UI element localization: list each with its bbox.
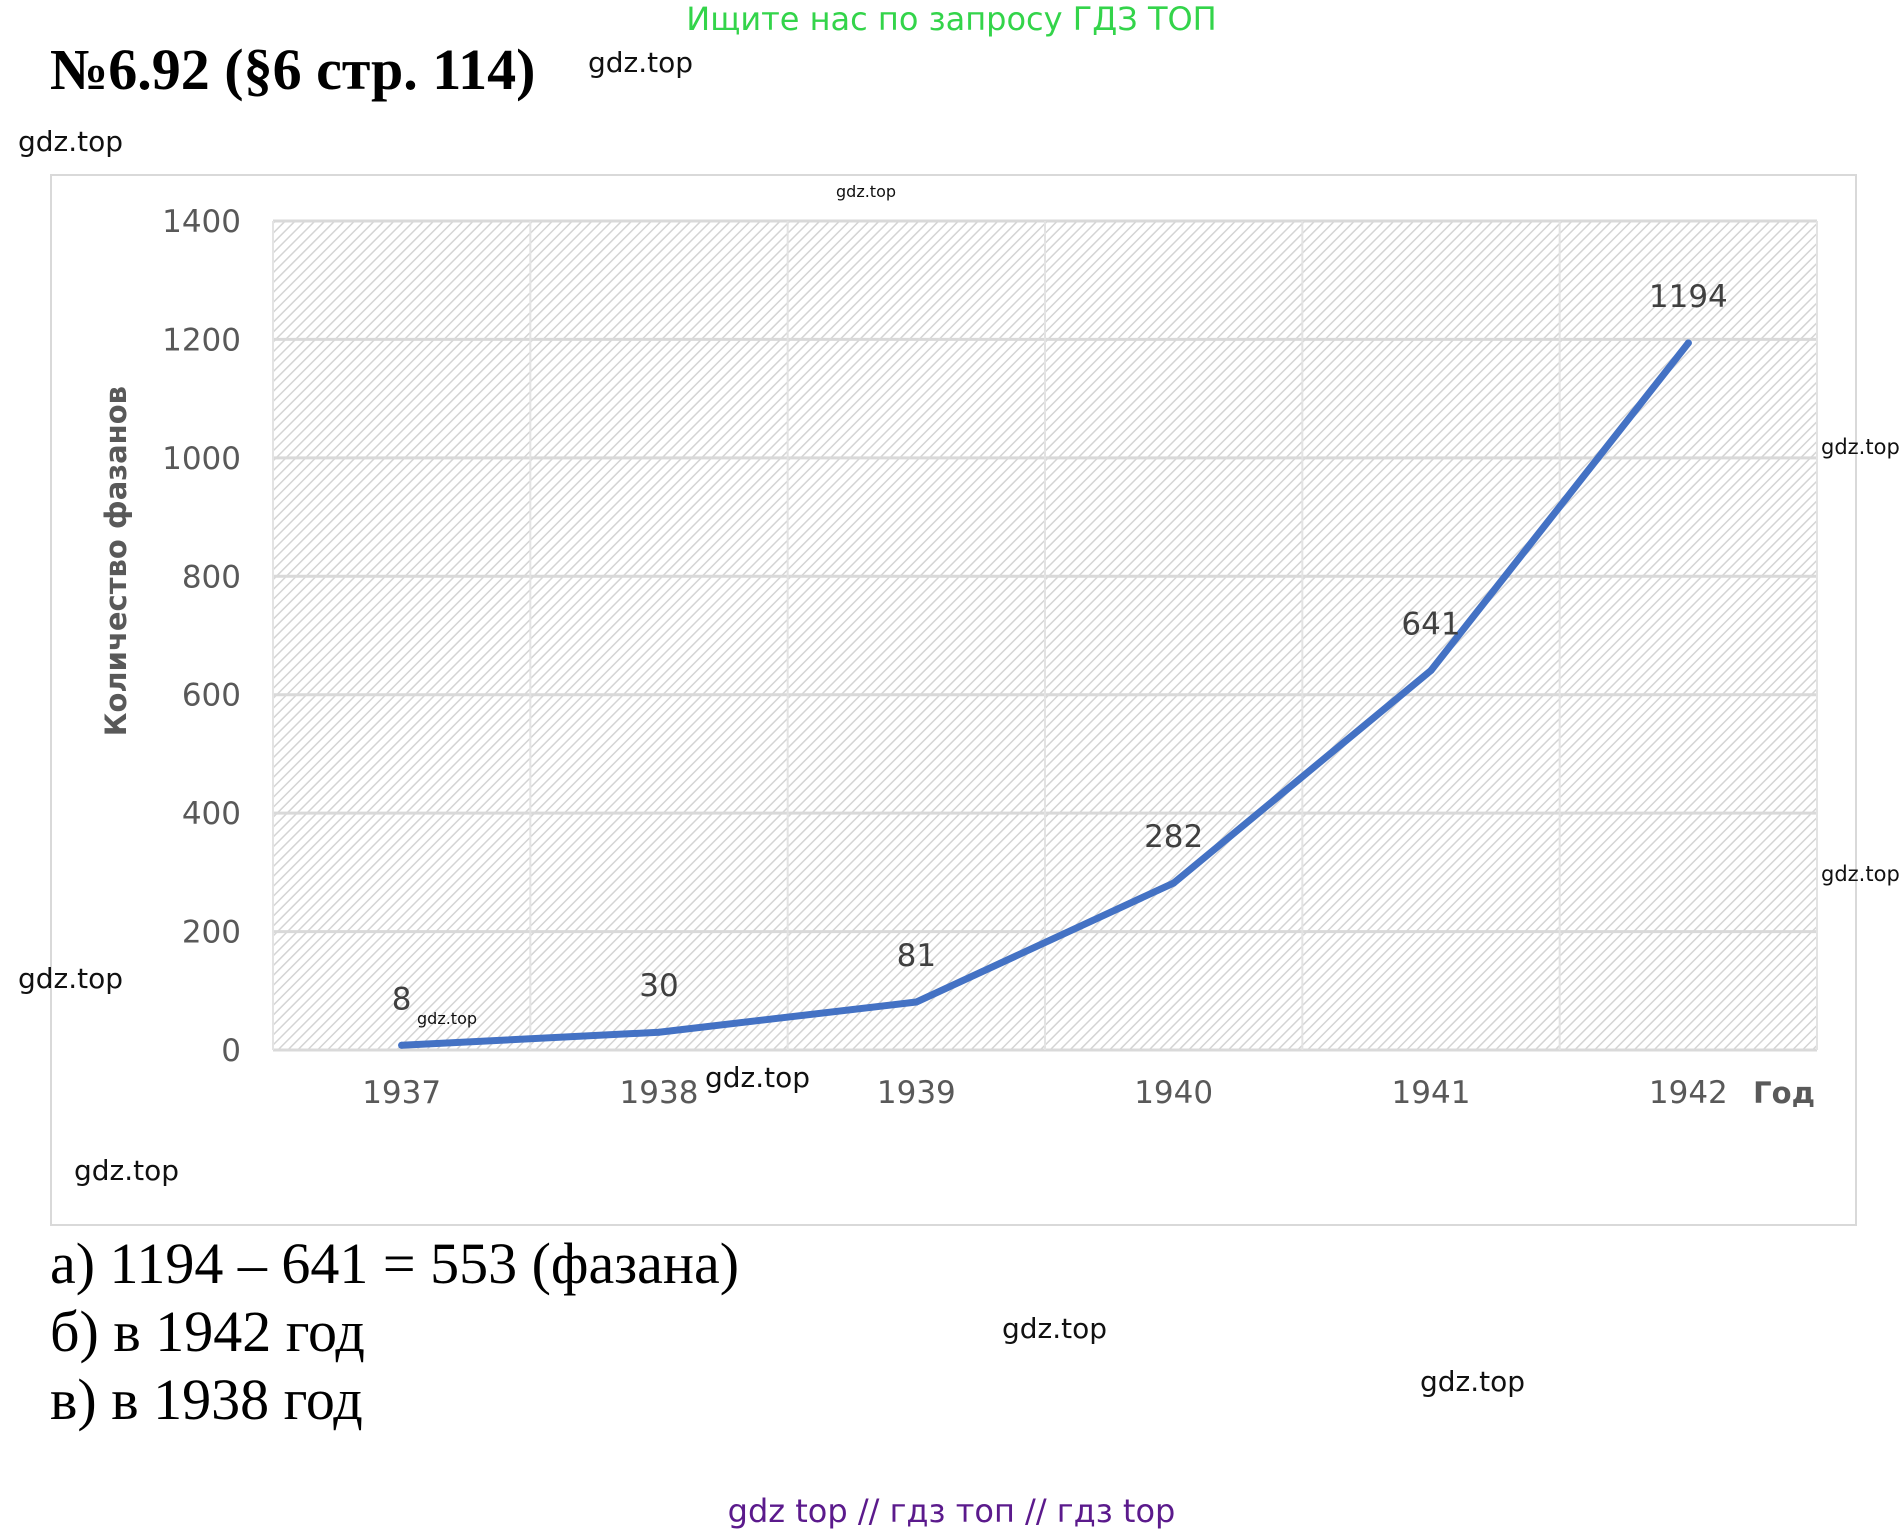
y-tick-label: 200 <box>182 915 241 951</box>
data-label: 1194 <box>1649 279 1728 315</box>
answer-a: а) 1194 – 641 = 553 (фазана) <box>50 1231 740 1296</box>
watermark: gdz.top <box>18 962 124 995</box>
data-label: 81 <box>897 938 936 974</box>
y-tick-label: 1000 <box>162 441 241 477</box>
y-tick-label: 1400 <box>162 204 241 240</box>
watermark: gdz.top <box>1420 1365 1526 1398</box>
watermark: gdz.top <box>18 125 124 158</box>
data-point <box>1170 879 1178 887</box>
watermark: gdz.top <box>588 46 694 79</box>
data-point <box>1427 666 1435 674</box>
series-line <box>398 339 1692 1049</box>
mark-layer: 1937 1938 1939 1940 1941 1942 8 30 81 282 641 1194 <box>362 279 1728 1111</box>
watermark: gdz.top <box>705 1061 811 1094</box>
watermark: gdz.top <box>1002 1312 1108 1345</box>
y-tick-label: 800 <box>182 559 241 595</box>
answer-c: в) в 1938 год <box>50 1367 363 1432</box>
data-point <box>655 1028 663 1036</box>
chart-frame: 0 200 400 600 800 1000 1200 1400 1937 1938 1939 19… <box>50 174 1857 1226</box>
data-label: 8 <box>392 981 412 1017</box>
x-tick-label: 1937 <box>362 1075 441 1111</box>
y-axis-label: Количество фазанов <box>99 386 133 736</box>
answer-b: б) в 1942 год <box>50 1299 365 1364</box>
footer-links[interactable]: gdz top // гдз топ // гдз top <box>727 1492 1176 1530</box>
data-label: 641 <box>1401 606 1460 642</box>
grid-layer: 0 200 400 600 800 1000 1200 1400 <box>162 204 1818 1069</box>
x-tick-label: 1938 <box>620 1075 699 1111</box>
data-point <box>398 1041 406 1049</box>
x-tick-label: 1940 <box>1134 1075 1213 1111</box>
data-label: 282 <box>1144 819 1203 855</box>
y-tick-label: 400 <box>182 796 241 832</box>
data-label: 30 <box>639 968 678 1004</box>
watermark: gdz.top <box>1821 862 1900 886</box>
x-axis-label: Год <box>1753 1076 1815 1110</box>
y-tick-label: 1200 <box>162 322 241 358</box>
x-tick-label: 1939 <box>877 1075 956 1111</box>
y-tick-label: 0 <box>221 1033 241 1069</box>
data-point <box>912 998 920 1006</box>
search-banner[interactable]: Ищите нас по запросу ГДЗ ТОП <box>686 0 1217 38</box>
watermark: gdz.top <box>417 1009 478 1028</box>
watermark: gdz.top <box>1821 435 1900 459</box>
data-point <box>1684 339 1692 347</box>
y-tick-label: 600 <box>182 678 241 714</box>
watermark: gdz.top <box>836 182 897 201</box>
x-tick-label: 1942 <box>1649 1075 1728 1111</box>
watermark: gdz.top <box>74 1154 180 1187</box>
task-title: №6.92 (§6 стр. 114) <box>50 37 536 102</box>
x-tick-label: 1941 <box>1392 1075 1471 1111</box>
